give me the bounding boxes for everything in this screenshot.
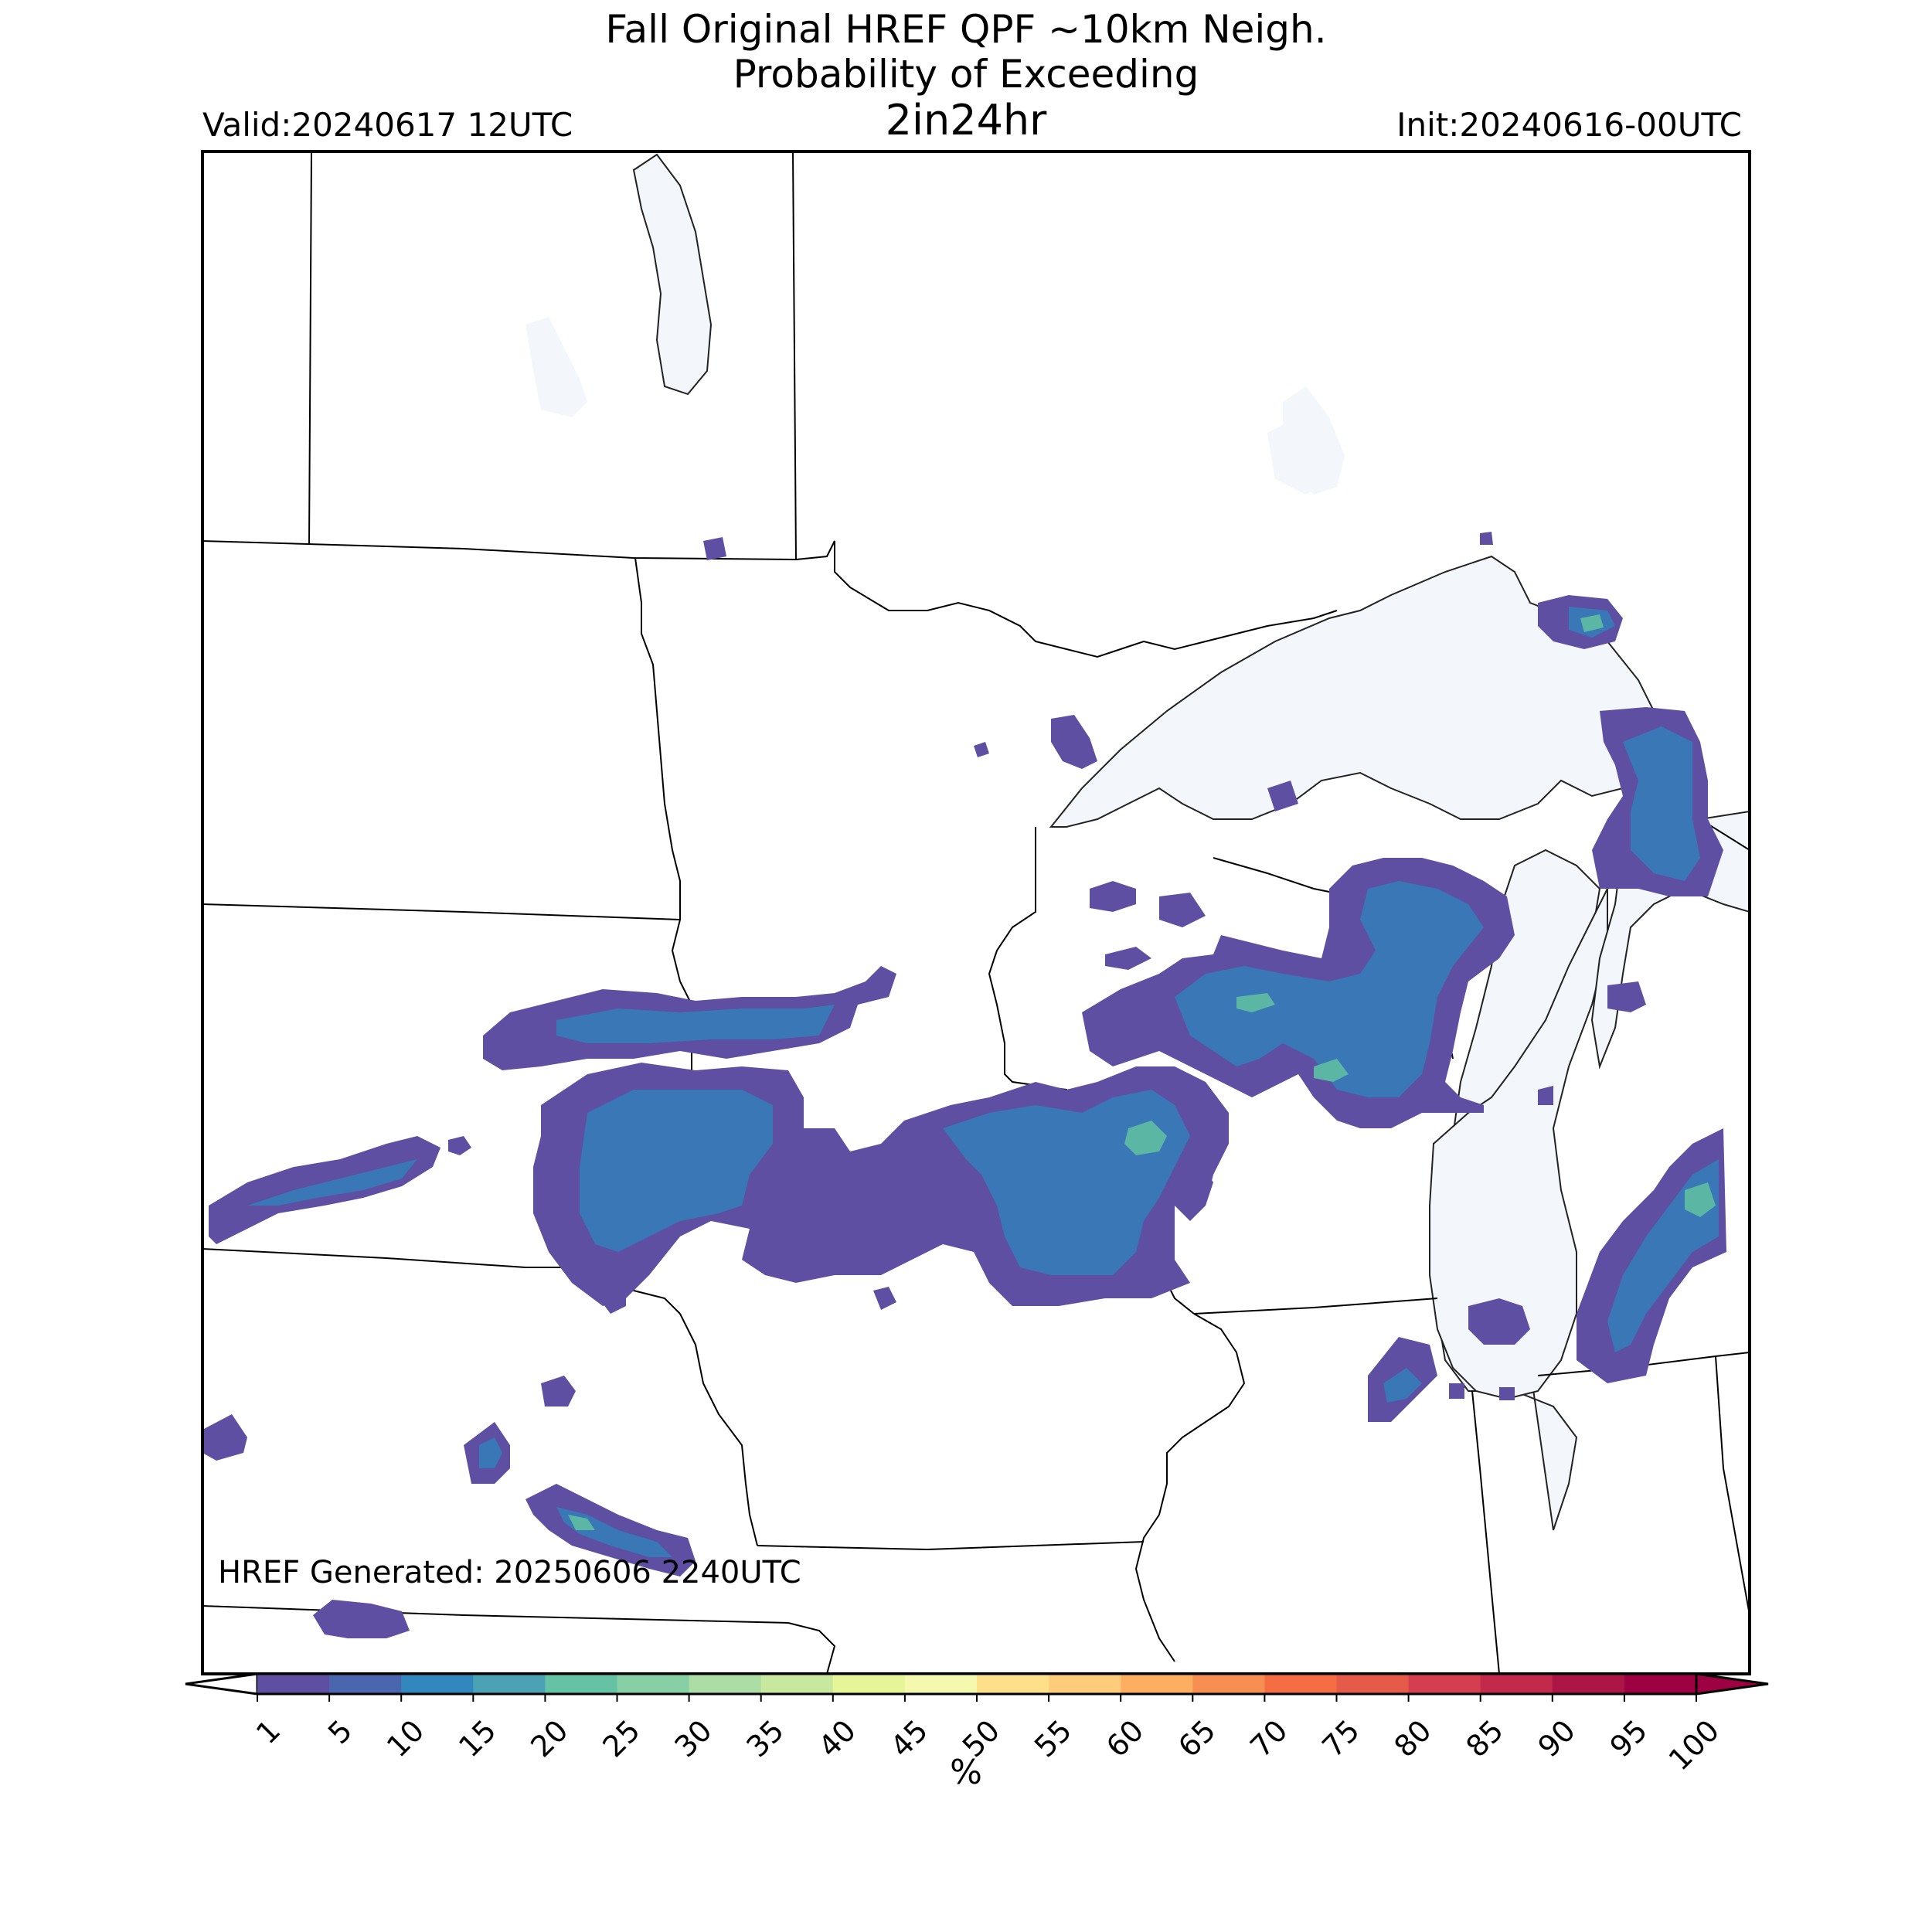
map-title-threshold: 2in24hr: [885, 96, 1047, 145]
ia-mo-border: [757, 1541, 1145, 1551]
colorbar-extend-min: [185, 1672, 259, 1696]
lake-michigan-south: [1429, 888, 1608, 1400]
colorbar-units-label: %: [950, 1753, 982, 1792]
ne-ia-border: [679, 1313, 758, 1546]
lake-manitoba: [526, 317, 587, 417]
hotspot-ne: [568, 1515, 595, 1530]
colorbar-segment: [689, 1674, 762, 1694]
hotspot-wi-2: [1236, 993, 1275, 1012]
blob-ia-2: [599, 1267, 626, 1314]
generated-timestamp: HREF Generated: 20250606 2240UTC: [218, 1555, 801, 1590]
blob-sd-small: [448, 1136, 471, 1155]
in-mi-border: [1537, 1352, 1750, 1376]
blob-mn-wi-1: [1090, 881, 1136, 912]
in-oh-border: [1715, 1355, 1750, 1616]
valid-time-label: Valid:20240617 12UTC: [202, 106, 573, 144]
hotspot-wi: [1124, 1121, 1167, 1155]
colorbar-segment: [1049, 1674, 1121, 1694]
core-central-1: [580, 1090, 773, 1252]
colorbar-segment: [1192, 1674, 1265, 1694]
colorbar-segment: [1336, 1674, 1410, 1694]
water-bodies: [526, 153, 1750, 1531]
colorbar-extend-max: [1695, 1672, 1769, 1696]
blob-ne-1: [541, 1376, 576, 1406]
blob-mi: [1607, 981, 1646, 1012]
core-sd: [247, 1159, 417, 1206]
colorbar-segment: [545, 1674, 617, 1694]
colorbar-segment: [1121, 1674, 1193, 1694]
colorbar-segment: [904, 1674, 978, 1694]
colorbar-segment: [1480, 1674, 1553, 1694]
mb-on-border: [792, 151, 797, 560]
hotspot-mi: [1685, 1182, 1716, 1217]
blob-lake-sup: [1267, 781, 1298, 811]
blob-wi-small: [1105, 947, 1151, 970]
sk-mb-border: [308, 151, 312, 546]
colorbar-tick-label: 5: [321, 1713, 359, 1750]
colorbar-segment: [1552, 1674, 1625, 1694]
hotspot-on: [1580, 614, 1604, 632]
colorbar-segment: [617, 1674, 690, 1694]
core-ne-2: [479, 1437, 502, 1468]
colorbar-segment: [401, 1674, 474, 1694]
map-title-line-1: Fall Original HREF QPF ~10km Neigh.: [605, 7, 1327, 52]
blob-wi-small-2: [1167, 1159, 1213, 1206]
canada-us-border: [202, 540, 1338, 658]
lake-winnipeg-area: [632, 153, 713, 396]
core-mn-north: [556, 1005, 835, 1043]
colorbar-segment: [760, 1674, 834, 1694]
prob-15-30-percent: [568, 614, 1716, 1530]
blob-ks: [313, 1600, 410, 1638]
colorbar-segment: [473, 1674, 546, 1694]
hotspot-wi-3: [1314, 1059, 1349, 1082]
blob-il-small: [1449, 1383, 1464, 1399]
nd-mn-border: [634, 557, 681, 982]
blob-on-small: [1480, 532, 1493, 545]
prob-5-15-percent: [247, 607, 1719, 1557]
colorbar-segment: [832, 1674, 906, 1694]
ia-il-border: [1134, 1313, 1246, 1662]
core-ontario: [1623, 726, 1700, 881]
nd-sd-border: [202, 903, 681, 920]
core-wisconsin: [1175, 881, 1484, 1097]
colorbar-segment: [1624, 1674, 1697, 1694]
colorbar-segment: [329, 1674, 402, 1694]
lake-nipigon: [1267, 417, 1329, 495]
blob-mn-north: [1051, 715, 1097, 769]
blob-lake-mi: [1468, 1298, 1530, 1345]
colorbar-segment: [977, 1674, 1049, 1694]
ne-ks-border: [202, 1605, 789, 1624]
init-time-label: Init:20240616-00UTC: [1396, 106, 1742, 144]
blob-ia-1: [873, 1287, 896, 1310]
blob-ne-small: [703, 537, 726, 560]
blob-mi-2: [1538, 1086, 1553, 1105]
blob-ne-west: [202, 1414, 247, 1461]
map-title-line-2: Probability of Exceeding: [733, 52, 1199, 97]
colorbar-segment: [1264, 1674, 1337, 1694]
blob-mi-3: [1499, 1387, 1515, 1400]
ks-mo-border: [787, 1622, 836, 1674]
blob-mn-small: [974, 742, 989, 757]
colorbar-segment: [257, 1674, 330, 1694]
wi-il-border: [1193, 1298, 1438, 1315]
colorbar-tick-label: 1: [250, 1713, 287, 1750]
colorbar-segment: [1408, 1674, 1481, 1694]
core-il: [1383, 1368, 1422, 1403]
il-in-border: [1471, 1390, 1500, 1674]
precip-probability-areas: [202, 532, 1726, 1638]
blob-mn-wi-2: [1159, 893, 1206, 927]
